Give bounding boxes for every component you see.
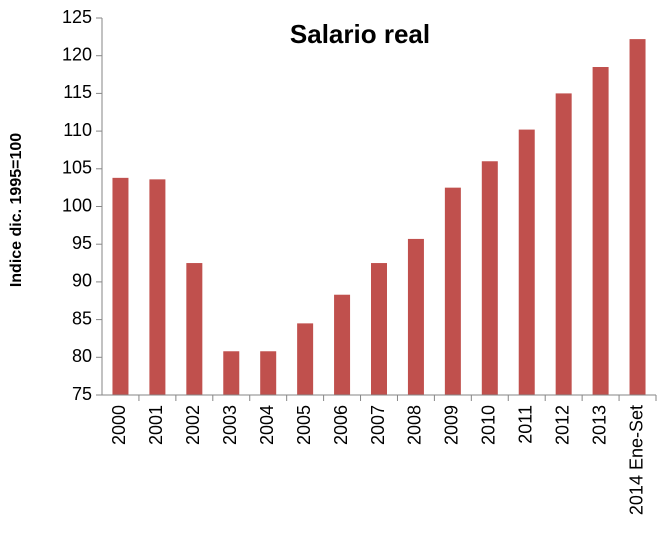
- y-tick-label: 100: [62, 195, 92, 215]
- y-tick-label: 90: [72, 271, 92, 291]
- bar: [334, 294, 351, 395]
- bar: [518, 129, 535, 396]
- bar: [223, 351, 240, 395]
- x-tick-label: 2010: [479, 405, 499, 445]
- chart-title: Salario real: [290, 19, 430, 49]
- x-tick-label: 2011: [515, 405, 535, 444]
- y-tick-label: 115: [63, 82, 92, 102]
- x-tick-label: 2003: [220, 405, 240, 445]
- x-tick-label: 2013: [589, 405, 609, 445]
- bar: [407, 238, 424, 395]
- y-tick-label: 95: [72, 233, 92, 253]
- x-tick-label: 2009: [442, 405, 462, 445]
- y-axis-label: Indice dic. 1995=100: [8, 133, 25, 287]
- x-tick-label: 2004: [257, 405, 277, 445]
- bar: [444, 187, 461, 395]
- bar: [629, 39, 646, 395]
- x-tick-label: 2008: [405, 405, 425, 445]
- y-tick-label: 80: [72, 346, 92, 366]
- bar: [260, 351, 277, 395]
- bar: [297, 323, 314, 395]
- y-tick-label: 75: [72, 384, 92, 404]
- x-tick-label: 2005: [294, 405, 314, 445]
- y-tick-label: 110: [63, 120, 92, 140]
- y-tick-label: 85: [72, 308, 92, 328]
- x-tick-label: 2014 Ene-Set: [626, 405, 646, 515]
- x-tick-label: 2000: [109, 405, 129, 445]
- bar: [371, 263, 387, 395]
- bar: [592, 67, 609, 395]
- bar: [481, 161, 498, 395]
- bar: [112, 177, 129, 395]
- x-tick-label: 2006: [331, 405, 351, 445]
- y-tick-label: 105: [62, 158, 92, 178]
- x-tick-label: 2001: [146, 405, 166, 445]
- x-tick-label: 2012: [552, 405, 572, 445]
- x-tick-label: 2002: [183, 405, 203, 445]
- x-tick-label: 2007: [368, 405, 388, 445]
- bar: [149, 179, 166, 395]
- bar: [186, 263, 203, 395]
- bar: [555, 93, 572, 396]
- y-tick-label: 120: [62, 44, 92, 64]
- y-tick-label: 125: [62, 7, 92, 27]
